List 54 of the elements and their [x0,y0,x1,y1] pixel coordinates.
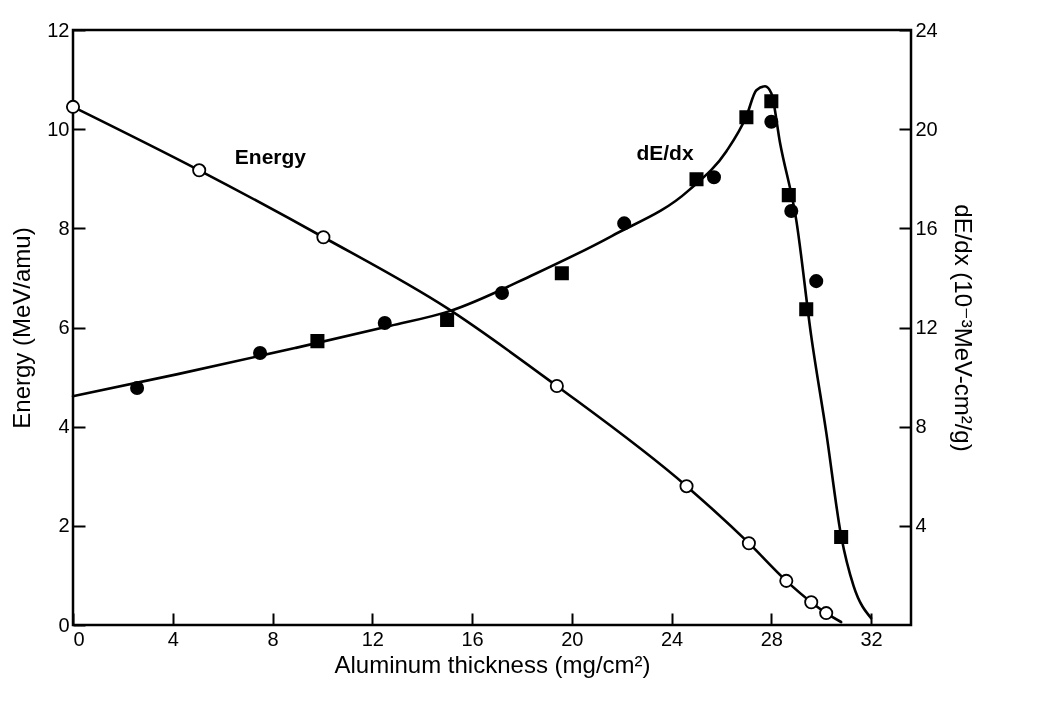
y-tick-label: 0 [58,613,70,636]
point [764,94,779,109]
point [440,313,455,328]
point [494,286,509,301]
point [377,316,392,331]
point [779,573,794,588]
point [809,274,824,289]
point [834,529,849,545]
y2-tick-label: 12 [915,316,938,338]
x-tick-label: 4 [167,627,179,650]
point [65,99,81,114]
point [679,479,694,494]
x-tick-label: 0 [73,627,85,650]
y2-tick-label: 8 [915,415,927,438]
point [741,536,756,551]
y2-tick-label: 20 [915,117,938,140]
y2-axis-title: dE/dx (10⁻³MeV-cm²/g) [949,204,977,452]
point [617,216,632,231]
x-axis-title: Aluminum thickness (mg/cm²) [334,650,651,678]
x-tick-label: 8 [267,627,279,650]
y2-tick-label: 16 [915,216,938,239]
point [819,606,834,621]
x-tick-label: 20 [561,627,584,650]
point [130,380,145,395]
point [804,595,819,610]
point [192,163,207,178]
point [316,230,331,245]
y-tick-label: 8 [58,216,70,239]
point [784,203,799,218]
point [706,170,721,185]
series-label: Energy [234,145,307,169]
series-label: dE/dx [636,141,694,165]
y-axis-title: Energy (MeV/amu) [8,227,36,429]
point [253,346,268,361]
y2-tick-label: 24 [915,18,938,41]
y-tick-label: 6 [58,316,70,338]
y2-tick-label: 4 [915,514,927,537]
x-tick-label: 12 [361,627,384,650]
x-tick-label: 24 [660,627,684,650]
point [781,188,796,203]
point [739,110,754,125]
y-tick-label: 10 [47,117,70,140]
point [554,266,569,281]
y-tick-label: 4 [58,415,70,438]
x-tick-label: 28 [760,627,783,650]
point [310,334,325,349]
point [799,302,814,317]
y-tick-label: 2 [58,514,70,537]
x-tick-label: 32 [860,627,883,650]
point [549,379,564,394]
point [764,114,779,129]
point [689,172,704,187]
x-tick-label: 16 [461,627,484,650]
y-tick-label: 12 [47,18,70,41]
